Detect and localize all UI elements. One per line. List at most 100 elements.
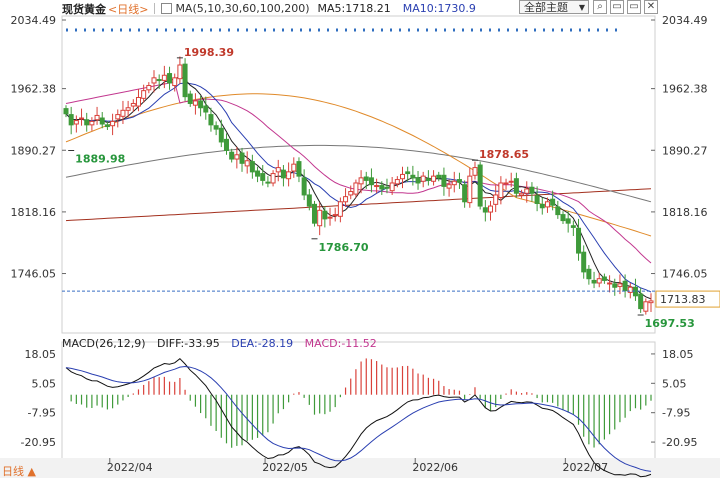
candle-body: [385, 187, 389, 188]
candle-body: [157, 80, 161, 81]
candle-body: [649, 301, 653, 303]
close-icon[interactable]: ✕: [644, 0, 658, 14]
macd-tick-label-left: 5.05: [32, 377, 57, 390]
price-tick-label-right: 1818.16: [662, 206, 708, 219]
candle-body: [639, 294, 643, 309]
restore-icon[interactable]: ▭: [627, 0, 641, 14]
candle-body: [95, 115, 99, 119]
bottom-period-switch[interactable]: 日线 ▲: [2, 463, 36, 479]
candle-body: [147, 86, 151, 90]
candle-body: [245, 161, 249, 166]
candle-body: [292, 164, 296, 171]
candle-body: [608, 283, 612, 284]
candle-body: [520, 193, 524, 195]
candle-body: [618, 284, 622, 287]
macd-tick-label-right: -7.95: [662, 407, 690, 420]
candle-body: [136, 97, 140, 106]
candle-body: [468, 176, 472, 202]
instrument-title: 现货黄金: [62, 1, 106, 17]
candle-body: [416, 178, 420, 183]
candle-body: [162, 75, 166, 80]
candle-body: [266, 182, 270, 183]
candle-body: [256, 171, 260, 176]
candle-body: [566, 219, 570, 223]
candle-body: [545, 202, 549, 207]
candle-body: [442, 175, 446, 186]
candle-body: [188, 94, 192, 103]
candle-body: [587, 269, 591, 278]
candle-body: [530, 187, 534, 193]
candle-body: [168, 74, 172, 83]
ma10-value: MA10:1730.9: [403, 2, 476, 15]
candle-body: [494, 195, 498, 204]
candle-body: [105, 125, 109, 127]
candle-body: [473, 168, 477, 176]
candle-body: [509, 181, 513, 182]
candle-body: [64, 109, 68, 114]
candle-body: [561, 215, 565, 221]
candle-body: [447, 185, 451, 188]
period-selector[interactable]: <日线>: [108, 1, 148, 17]
candle-body: [499, 183, 503, 198]
time-tick-label: 2022/07: [562, 461, 608, 474]
candle-body: [287, 172, 291, 179]
candle-body: [152, 78, 156, 83]
macd-tick-label-right: -20.95: [662, 436, 697, 449]
annotation-label: 1878.65: [479, 148, 529, 161]
ma-settings-label[interactable]: MA(5,10,30,60,100,200): [175, 2, 309, 15]
macd-tick-label-left: -20.95: [21, 436, 56, 449]
ma-toggle-checkbox[interactable]: [161, 3, 172, 14]
candle-body: [312, 204, 316, 223]
candle-body: [369, 178, 373, 185]
candle-body: [463, 185, 467, 202]
price-tick-label-left: 1890.27: [11, 144, 57, 157]
theme-label: 全部主题: [524, 1, 568, 14]
candle-body: [199, 101, 203, 108]
candle-body: [582, 252, 586, 272]
ma10-line: [66, 83, 651, 292]
search-icon[interactable]: ⌕: [593, 0, 607, 14]
candle-body: [281, 170, 285, 178]
candle-body: [354, 183, 358, 194]
candle-body: [390, 183, 394, 191]
candle-body: [271, 174, 275, 183]
theme-dropdown[interactable]: 全部主题 ▼: [519, 0, 589, 14]
price-tick-label-right: 1890.27: [662, 144, 708, 157]
candle-body: [261, 174, 265, 181]
macd-settings-label[interactable]: MACD(26,12,9): [62, 337, 146, 350]
candle-body: [344, 197, 348, 202]
candle-body: [219, 128, 223, 142]
candle-body: [395, 180, 399, 184]
price-tick-label-right: 2034.49: [662, 14, 708, 27]
time-tick-label: 2022/04: [107, 461, 153, 474]
window-icon[interactable]: ▭: [610, 0, 624, 14]
candle-body: [204, 106, 208, 112]
candle-body: [483, 208, 487, 212]
chart-legend: 现货黄金 <日线> MA(5,10,30,60,100,200) MA5:171…: [62, 1, 476, 16]
price-tick-label-left: 1818.16: [11, 206, 57, 219]
annotation-label: 1998.39: [184, 46, 234, 59]
price-tick-label-left: 1962.38: [11, 83, 57, 96]
candle-body: [121, 110, 125, 116]
candle-body: [437, 175, 441, 178]
price-tick-label-right: 1962.38: [662, 83, 708, 96]
candle-body: [142, 91, 146, 99]
candle-body: [100, 118, 104, 124]
macd-tick-label-right: 18.05: [662, 348, 694, 361]
candlesticks: [64, 56, 653, 314]
candle-body: [193, 101, 197, 105]
candle-body: [85, 120, 89, 125]
ma30-line: [66, 82, 651, 263]
candle-body: [302, 178, 306, 195]
candle-body: [628, 287, 632, 292]
annotation-label: 1786.70: [318, 241, 368, 254]
candle-body: [126, 108, 130, 111]
candle-body: [74, 121, 78, 124]
candle-body: [359, 178, 363, 184]
candle-body: [116, 115, 120, 119]
candle-body: [540, 204, 544, 207]
macd-hist-value: MACD:-11.52: [305, 337, 377, 350]
candle-body: [426, 179, 430, 181]
candle-body: [623, 281, 627, 290]
